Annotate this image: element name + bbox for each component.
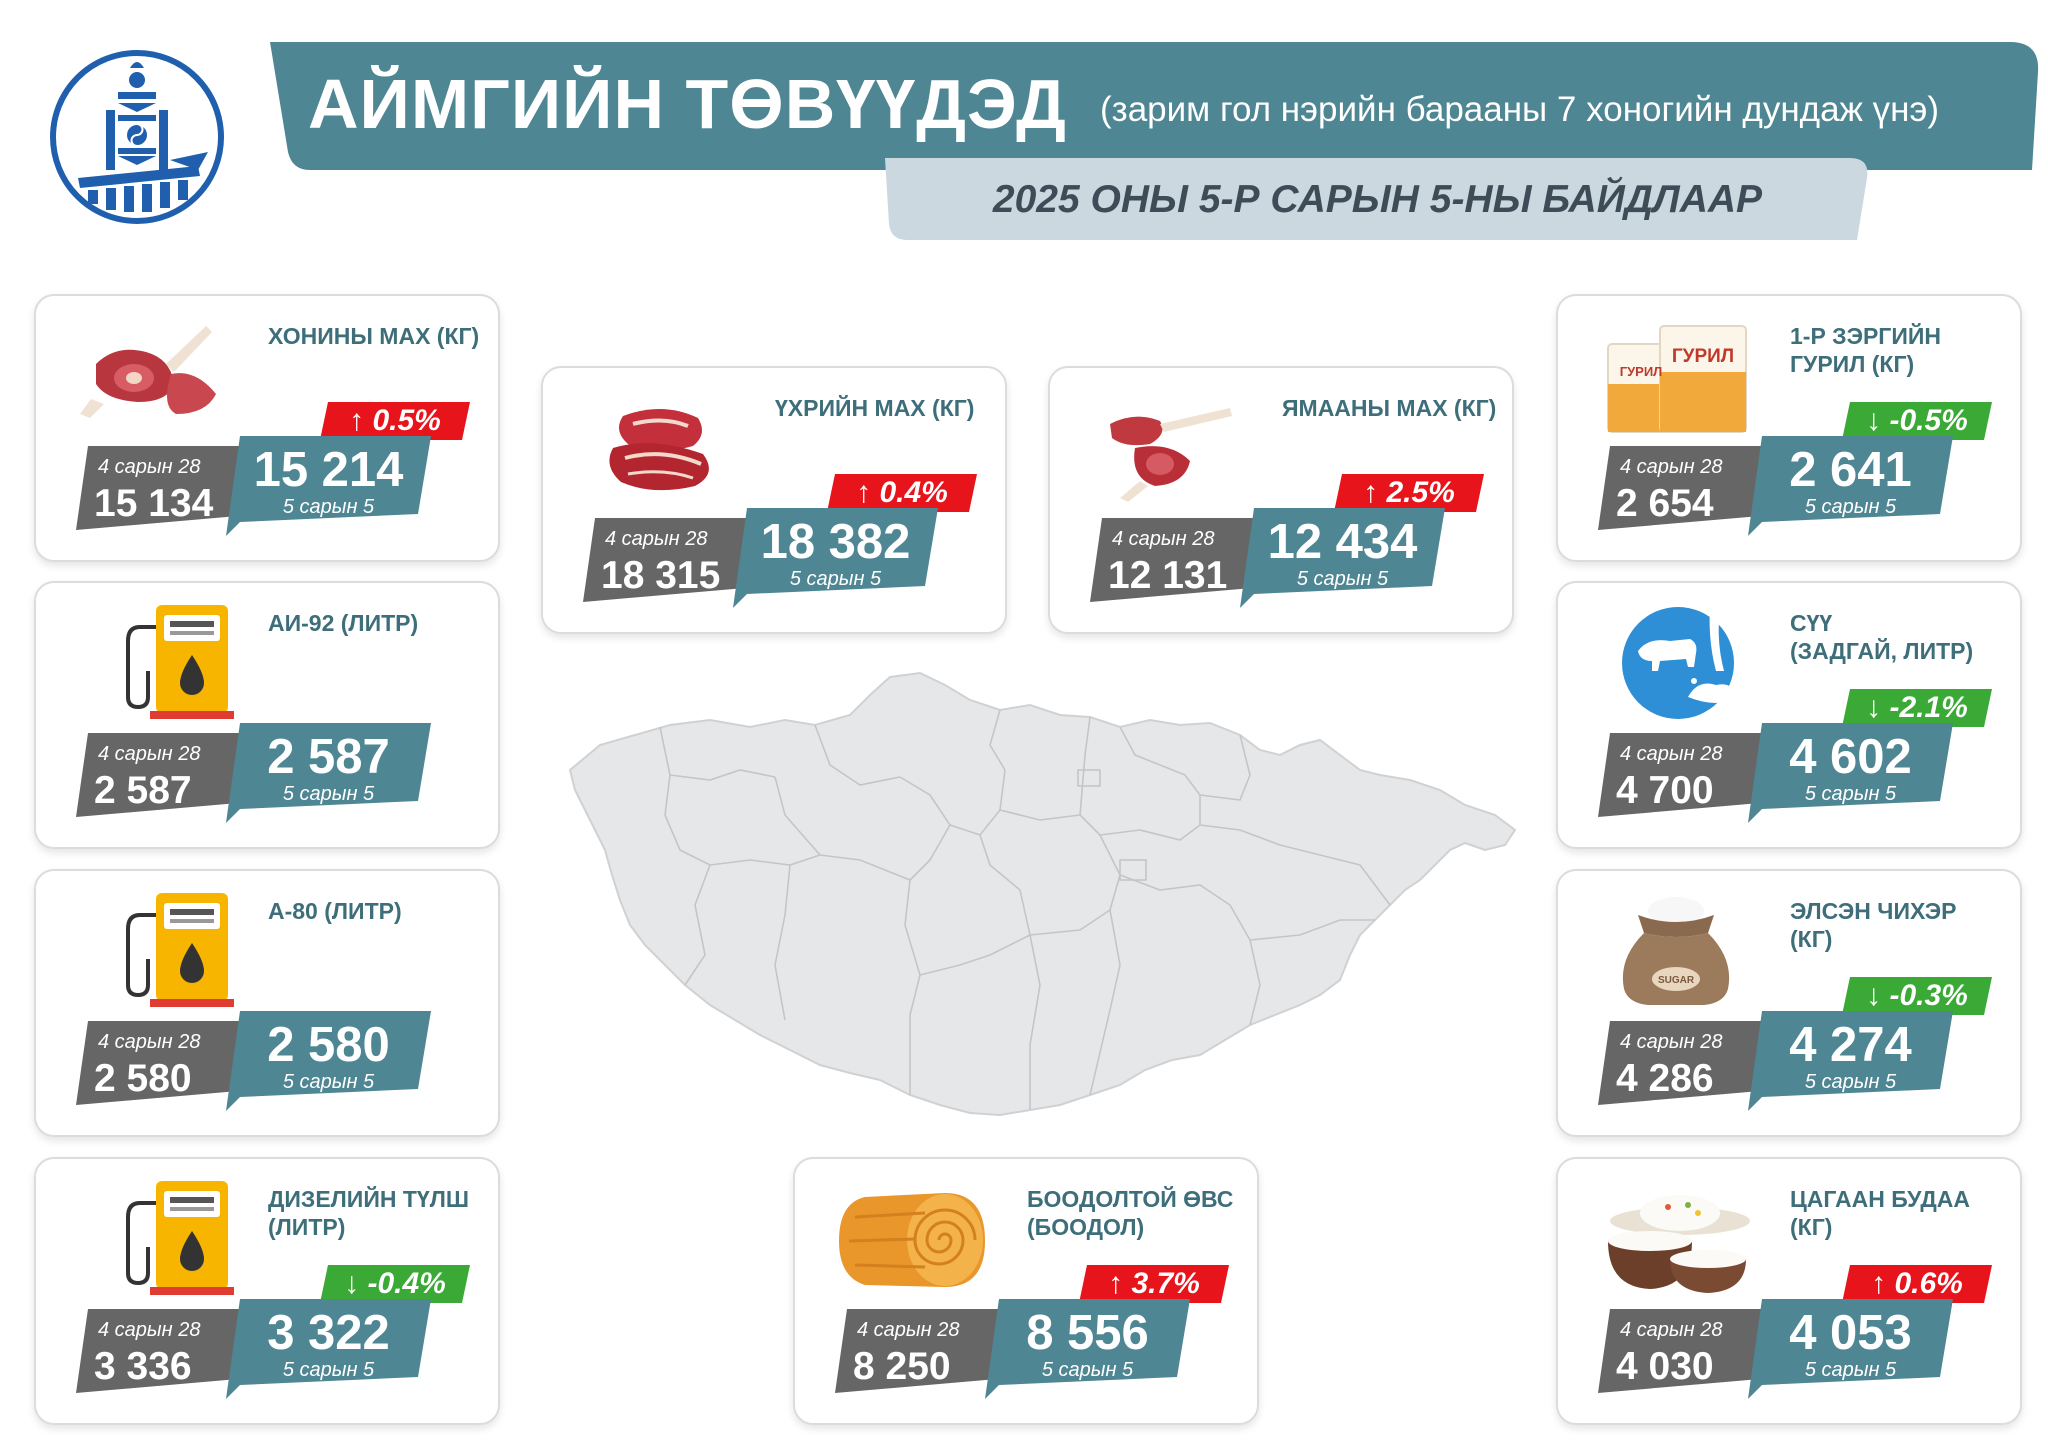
change-badge: ↓ -0.5%	[1842, 402, 1992, 440]
sugar-sack-icon: SUGAR	[1598, 889, 1758, 1009]
previous-price: 4 сарын 28 4 286	[1598, 1021, 1768, 1105]
current-price: 12 434 5 сарын 5	[1240, 508, 1445, 608]
item-label: ЭЛСЭН ЧИХЭР (КГ)	[1790, 898, 1957, 952]
current-price: 2 641 5 сарын 5	[1748, 436, 1953, 536]
date-band: 2025 ОНЫ 5-Р САРЫН 5-НЫ БАЙДЛААР	[885, 158, 1870, 240]
price-card-beef: ҮХРИЙН МАХ (КГ) ↑ 0.4% 4 сарын 28 18 315…	[541, 366, 1007, 634]
hay-bale-icon	[835, 1177, 995, 1297]
price-card-goat-meat: ЯМААНЫ МАХ (КГ) ↑ 2.5% 4 сарын 28 12 131…	[1048, 366, 1514, 634]
mutton-icon	[76, 314, 236, 434]
report-date: 2025 ОНЫ 5-Р САРЫН 5-НЫ БАЙДЛААР	[992, 178, 1763, 221]
previous-price: 4 сарын 28 2 587	[76, 733, 246, 817]
current-price: 4 274 5 сарын 5	[1748, 1011, 1953, 1111]
change-badge: ↓ -2.1%	[1842, 689, 1992, 727]
item-label: ДИЗЕЛИЙН ТҮЛШ (ЛИТР)	[268, 1186, 469, 1240]
change-badge: ↓ -0.4%	[320, 1265, 470, 1303]
price-card-a80: А-80 (ЛИТР) 4 сарын 28 2 580 2 580 5 сар…	[34, 869, 500, 1137]
item-label: 1-Р ЗЭРГИЙН ГУРИЛ (КГ)	[1790, 323, 1942, 377]
page-subtitle: (зарим гол нэрийн барааны 7 хоногийн дун…	[1100, 90, 1940, 129]
current-price: 4 602 5 сарын 5	[1748, 723, 1953, 823]
change-badge: ↑ 0.4%	[827, 474, 977, 512]
change-badge: ↑ 0.6%	[1842, 1265, 1992, 1303]
current-price: 15 214 5 сарын 5	[226, 436, 431, 536]
item-label: ЦАГААН БУДАА (КГ)	[1790, 1186, 1970, 1240]
price-card-mutton: ХОНИНЫ МАХ (КГ) ↑ 0.5% 4 сарын 28 15 134…	[34, 294, 500, 562]
change-badge: ↑ 0.5%	[320, 402, 470, 440]
goat-meat-icon	[1090, 386, 1250, 506]
current-price: 3 322 5 сарын 5	[226, 1299, 431, 1399]
previous-price: 4 сарын 28 2 580	[76, 1021, 246, 1105]
price-card-hay: БООДОЛТОЙ ӨВС (БООДОЛ) ↑ 3.7% 4 сарын 28…	[793, 1157, 1259, 1425]
rice-bowl-icon	[1598, 1177, 1758, 1297]
change-badge: ↑ 3.7%	[1079, 1265, 1229, 1303]
flour-bag-icon: ГУРИЛ ГУРИЛ	[1598, 314, 1758, 434]
item-label: БООДОЛТОЙ ӨВС (БООДОЛ)	[1027, 1186, 1234, 1240]
previous-price: 4 сарын 28 15 134	[76, 446, 246, 530]
previous-price: 4 сарын 28 4 700	[1598, 733, 1768, 817]
sack-label: SUGAR	[1658, 975, 1695, 986]
price-card-diesel: ДИЗЕЛИЙН ТҮЛШ (ЛИТР) ↓ -0.4% 4 сарын 28 …	[34, 1157, 500, 1425]
current-price: 2 580 5 сарын 5	[226, 1011, 431, 1111]
price-card-flour: ГУРИЛ ГУРИЛ 1-Р ЗЭРГИЙН ГУРИЛ (КГ) ↓ -0.…	[1556, 294, 2022, 562]
flour-bag-label-small: ГУРИЛ	[1620, 364, 1663, 379]
current-price: 2 587 5 сарын 5	[226, 723, 431, 823]
item-label: А-80 (ЛИТР)	[268, 898, 402, 924]
beef-icon	[583, 386, 743, 506]
item-label: СҮҮ (ЗАДГАЙ, ЛИТР)	[1790, 610, 1974, 664]
change-badge: ↑ 2.5%	[1334, 474, 1484, 512]
price-card-rice: ЦАГААН БУДАА (КГ) ↑ 0.6% 4 сарын 28 4 03…	[1556, 1157, 2022, 1425]
title-band: АЙМГИЙН ТӨВҮҮДЭД (зарим гол нэрийн бараа…	[270, 42, 2040, 170]
fuel-pump-icon	[76, 1177, 236, 1297]
price-card-milk: СҮҮ (ЗАДГАЙ, ЛИТР) ↓ -2.1% 4 сарын 28 4 …	[1556, 581, 2022, 849]
fuel-pump-icon	[76, 601, 236, 721]
page-title: АЙМГИЙН ТӨВҮҮДЭД	[308, 65, 1067, 143]
item-label: ЯМААНЫ МАХ (КГ)	[1282, 395, 1497, 421]
change-badge: ↓ -0.3%	[1842, 977, 1992, 1015]
item-label: ХОНИНЫ МАХ (КГ)	[268, 323, 480, 349]
current-price: 18 382 5 сарын 5	[733, 508, 938, 608]
item-label: АИ-92 (ЛИТР)	[268, 610, 419, 636]
flour-bag-label: ГУРИЛ	[1672, 346, 1734, 367]
previous-price: 4 сарын 28 12 131	[1090, 518, 1260, 602]
item-label: ҮХРИЙН МАХ (КГ)	[775, 395, 975, 421]
previous-price: 4 сарын 28 2 654	[1598, 446, 1768, 530]
milk-icon	[1598, 601, 1758, 721]
price-card-ai92: АИ-92 (ЛИТР) 4 сарын 28 2 587 2 587 5 са…	[34, 581, 500, 849]
current-price: 8 556 5 сарын 5	[985, 1299, 1190, 1399]
previous-price: 4 сарын 28 18 315	[583, 518, 753, 602]
price-card-sugar: SUGAR ЭЛСЭН ЧИХЭР (КГ) ↓ -0.3% 4 сарын 2…	[1556, 869, 2022, 1137]
mongolia-map	[560, 665, 1520, 1140]
current-price: 4 053 5 сарын 5	[1748, 1299, 1953, 1399]
previous-price: 4 сарын 28 3 336	[76, 1309, 246, 1393]
fuel-pump-icon	[76, 889, 236, 1009]
soyombo-logo	[48, 48, 226, 226]
previous-price: 4 сарын 28 8 250	[835, 1309, 1005, 1393]
previous-price: 4 сарын 28 4 030	[1598, 1309, 1768, 1393]
